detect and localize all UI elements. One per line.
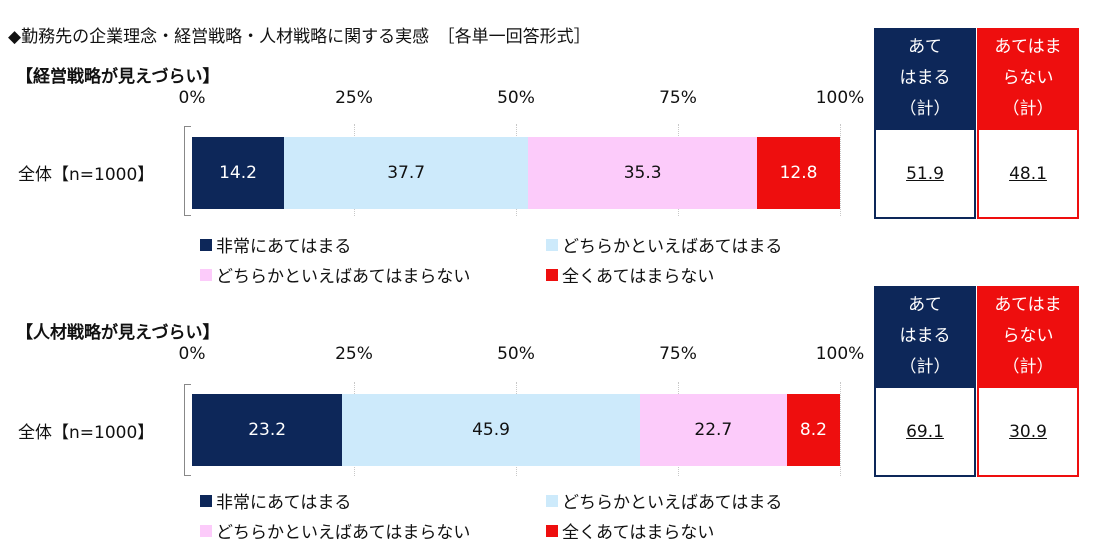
summary-header-applies: あて はまる （計）	[874, 286, 976, 386]
section-title-2: 【人材戦略が見えづらい】	[16, 323, 220, 343]
data-label: 22.7	[694, 420, 733, 440]
legend-swatch-not-at-all	[546, 268, 558, 281]
legend-item: どちらかといえばあてはまらない	[200, 518, 470, 543]
legend-swatch-somewhat-applies	[546, 238, 558, 251]
summary-header-line: あてはま	[994, 295, 1062, 315]
gridline	[840, 124, 842, 216]
legend-label: どちらかといえばあてはまる	[562, 493, 783, 513]
stacked-bar: 14.2 37.7 35.3 12.8	[192, 137, 840, 209]
summary-header-line: （計）	[899, 99, 951, 119]
legend-item: 非常にあてはまる	[200, 488, 351, 513]
bar-segment-somewhat-not: 22.7	[639, 394, 787, 466]
bar-segment-very-applies: 23.2	[192, 394, 343, 466]
legend-label: どちらかといえばあてはまる	[562, 237, 783, 257]
summary-applies-value: 51.9	[874, 128, 976, 219]
bar-segment-somewhat-applies: 45.9	[342, 394, 640, 466]
summary-header-line: らない	[1002, 68, 1054, 88]
axis-bracket	[184, 384, 191, 476]
legend-item: 全くあてはまらない	[546, 262, 714, 287]
x-tick-label: 100%	[815, 344, 865, 364]
data-label: 14.2	[219, 163, 257, 183]
summary-header-line: （計）	[1002, 99, 1054, 119]
x-tick-label: 50%	[497, 344, 535, 364]
data-label: 8.2	[799, 420, 827, 440]
legend-swatch-very-applies	[200, 494, 212, 507]
bar-segment-somewhat-applies: 37.7	[284, 137, 529, 209]
legend-label: 全くあてはまらない	[562, 267, 715, 287]
summary-header-not-applies: あてはま らない （計）	[977, 28, 1079, 128]
summary-applies-value: 69.1	[874, 386, 976, 477]
x-tick-label: 50%	[497, 88, 535, 108]
axis-bracket	[184, 126, 191, 216]
legend-label: どちらかといえばあてはまらない	[216, 267, 471, 287]
legend-swatch-not-at-all	[546, 524, 558, 537]
summary-header-line: あてはま	[994, 37, 1062, 57]
x-tick-label: 0%	[178, 344, 206, 364]
legend-swatch-somewhat-applies	[546, 494, 558, 507]
x-tick-label: 25%	[335, 344, 373, 364]
summary-not-applies-value: 48.1	[977, 128, 1079, 219]
data-label: 45.9	[472, 420, 510, 440]
bar-segment-somewhat-not: 35.3	[528, 137, 758, 209]
legend-swatch-very-applies	[200, 238, 212, 251]
summary-header-applies: あて はまる （計）	[874, 28, 976, 128]
row-label: 全体【n=1000】	[18, 423, 155, 443]
data-label: 23.2	[248, 420, 287, 440]
gridline	[840, 382, 842, 476]
chart-heading: ◆勤務先の企業理念・経営戦略・人材戦略に関する実感 ［各単一回答形式］	[8, 27, 591, 47]
section-title-1: 【経営戦略が見えづらい】	[16, 67, 220, 87]
x-tick-label: 25%	[335, 88, 373, 108]
x-tick-label: 0%	[178, 88, 206, 108]
summary-header-line: はまる	[899, 326, 951, 346]
legend-item: どちらかといえばあてはまらない	[200, 262, 470, 287]
summary-not-applies-value: 30.9	[977, 386, 1079, 477]
legend-item: 全くあてはまらない	[546, 518, 714, 543]
legend-item: どちらかといえばあてはまる	[546, 232, 782, 257]
legend-label: 非常にあてはまる	[216, 493, 352, 513]
stacked-bar: 23.2 45.9 22.7 8.2	[192, 394, 840, 466]
legend-label: どちらかといえばあてはまらない	[216, 523, 471, 543]
summary-header-line: らない	[1002, 326, 1054, 346]
bar-segment-very-applies: 14.2	[192, 137, 285, 209]
x-tick-label: 75%	[659, 88, 697, 108]
legend-label: 非常にあてはまる	[216, 237, 352, 257]
x-tick-label: 75%	[659, 344, 697, 364]
legend-label: 全くあてはまらない	[562, 523, 715, 543]
data-label: 35.3	[623, 163, 662, 183]
data-label: 37.7	[387, 163, 426, 183]
summary-header-line: （計）	[1002, 357, 1054, 377]
legend-swatch-somewhat-not	[200, 268, 212, 281]
data-label: 12.8	[779, 163, 818, 183]
summary-header-line: はまる	[899, 68, 951, 88]
summary-header-line: あて	[908, 37, 942, 57]
summary-header-line: あて	[908, 295, 942, 315]
legend-swatch-somewhat-not	[200, 524, 212, 537]
summary-header-not-applies: あてはま らない （計）	[977, 286, 1079, 386]
legend-item: どちらかといえばあてはまる	[546, 488, 782, 513]
bar-segment-not-at-all: 12.8	[757, 137, 840, 209]
summary-header-line: （計）	[899, 357, 951, 377]
x-tick-label: 100%	[815, 88, 865, 108]
row-label: 全体【n=1000】	[18, 165, 155, 185]
bar-segment-not-at-all: 8.2	[786, 394, 840, 466]
legend-item: 非常にあてはまる	[200, 232, 351, 257]
